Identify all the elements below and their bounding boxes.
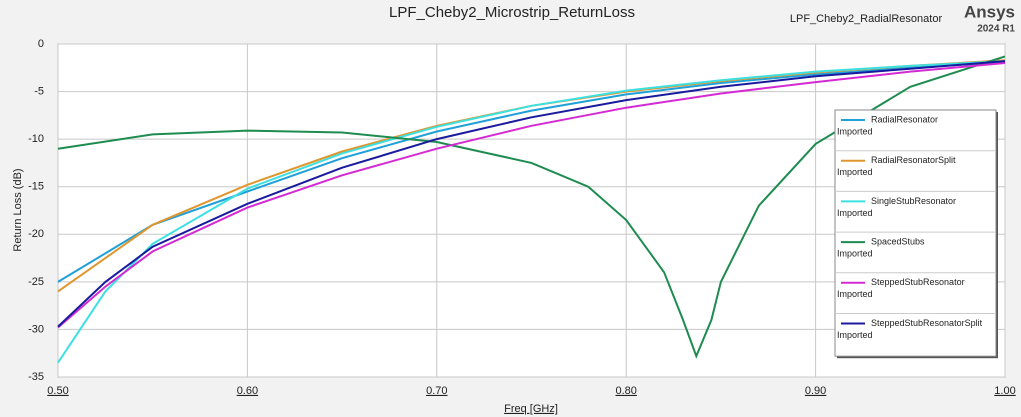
legend: RadialResonator Imported RadialResonatorSp… bbox=[834, 109, 998, 359]
x-axis-label: Freq [GHz] bbox=[504, 403, 558, 415]
series-line bbox=[57, 60, 1006, 328]
y-tick-label: -15 bbox=[28, 181, 44, 193]
chart-title: LPF_Cheby2_Microstrip_ReturnLoss bbox=[389, 4, 635, 21]
legend-label: RadialResonatorSplit bbox=[871, 155, 956, 165]
subtitle: LPF_Cheby2_RadialResonator bbox=[790, 13, 943, 25]
y-axis-label: Return Loss (dB) bbox=[12, 168, 24, 251]
legend-source: Imported bbox=[837, 167, 873, 177]
y-tick-label: -25 bbox=[28, 276, 44, 288]
x-tick-label: 0.50 bbox=[47, 385, 68, 397]
series-line bbox=[57, 62, 1006, 329]
series-line bbox=[57, 61, 1006, 283]
y-tick-label: -35 bbox=[28, 371, 44, 383]
legend-label: SteppedStubResonatorSplit bbox=[871, 318, 983, 328]
version: 2024 R1 bbox=[977, 24, 1015, 35]
legend-source: Imported bbox=[837, 126, 873, 136]
series-line bbox=[57, 55, 1006, 359]
legend-label: SingleStubResonator bbox=[871, 196, 956, 206]
x-tick-label: 0.70 bbox=[426, 385, 447, 397]
legend-source: Imported bbox=[837, 208, 873, 218]
legend-label: SpacedStubs bbox=[871, 236, 925, 246]
y-tick-label: -5 bbox=[34, 85, 44, 97]
x-tick-label: 0.90 bbox=[805, 385, 826, 397]
legend-label: SteppedStubResonator bbox=[871, 277, 965, 287]
legend-source: Imported bbox=[837, 289, 873, 299]
x-tick-label: 0.80 bbox=[615, 385, 636, 397]
legend-source: Imported bbox=[837, 248, 873, 258]
y-tick-label: -20 bbox=[28, 228, 44, 240]
x-tick-label: 1.00 bbox=[994, 385, 1015, 397]
x-tick-label: 0.60 bbox=[237, 385, 258, 397]
y-tick-label: -10 bbox=[28, 133, 44, 145]
legend-label: RadialResonator bbox=[871, 114, 938, 124]
legend-source: Imported bbox=[837, 330, 873, 340]
y-tick-label: -30 bbox=[28, 323, 44, 335]
y-tick-label: 0 bbox=[38, 38, 44, 50]
brand: Ansys bbox=[964, 2, 1015, 21]
